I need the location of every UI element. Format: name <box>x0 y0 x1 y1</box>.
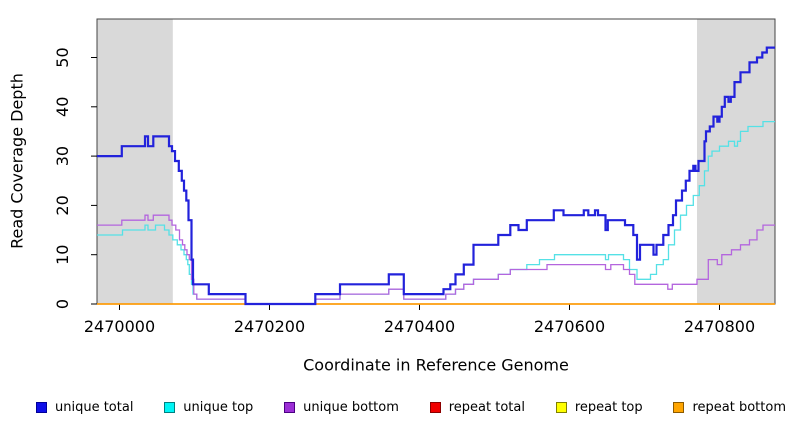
legend-label: repeat top <box>574 399 643 415</box>
svg-text:2470000: 2470000 <box>84 317 155 336</box>
repeat-total-swatch-icon <box>429 401 441 413</box>
legend-label: repeat bottom <box>692 399 786 415</box>
legend-item-unique-top: unique top <box>164 400 253 415</box>
svg-text:50: 50 <box>53 47 72 67</box>
svg-text:20: 20 <box>53 195 72 215</box>
legend-item-unique-bottom: unique bottom <box>284 400 399 415</box>
svg-text:2470200: 2470200 <box>234 317 305 336</box>
legend-item-unique-total: unique total <box>36 400 133 415</box>
svg-text:0: 0 <box>53 299 72 309</box>
svg-text:2470600: 2470600 <box>534 317 605 336</box>
legend-label: unique total <box>55 399 134 415</box>
legend-item-repeat-top: repeat top <box>555 399 643 415</box>
y-axis-title: Read Coverage Depth <box>7 73 27 249</box>
repeat-top-swatch-icon <box>555 401 567 413</box>
legend-label: repeat total <box>448 399 525 415</box>
repeat-bottom-swatch-icon <box>673 401 685 413</box>
legend-label: unique top <box>183 399 254 415</box>
svg-text:2470800: 2470800 <box>684 317 755 336</box>
unique-top-swatch-icon <box>164 401 176 413</box>
svg-text:10: 10 <box>53 245 72 265</box>
legend-item-repeat-total: repeat total <box>429 399 525 415</box>
svg-text:30: 30 <box>53 146 72 166</box>
legend-label: unique bottom <box>303 399 399 415</box>
unique-total-swatch-icon <box>36 401 47 413</box>
x-axis-title: Coordinate in Reference Genome <box>303 355 569 375</box>
svg-text:40: 40 <box>53 97 72 117</box>
chart-legend: unique total unique top unique bottom re… <box>36 396 786 418</box>
unique-bottom-swatch-icon <box>284 401 296 413</box>
svg-text:2470400: 2470400 <box>384 317 455 336</box>
legend-item-repeat-bottom: repeat bottom <box>673 400 786 415</box>
